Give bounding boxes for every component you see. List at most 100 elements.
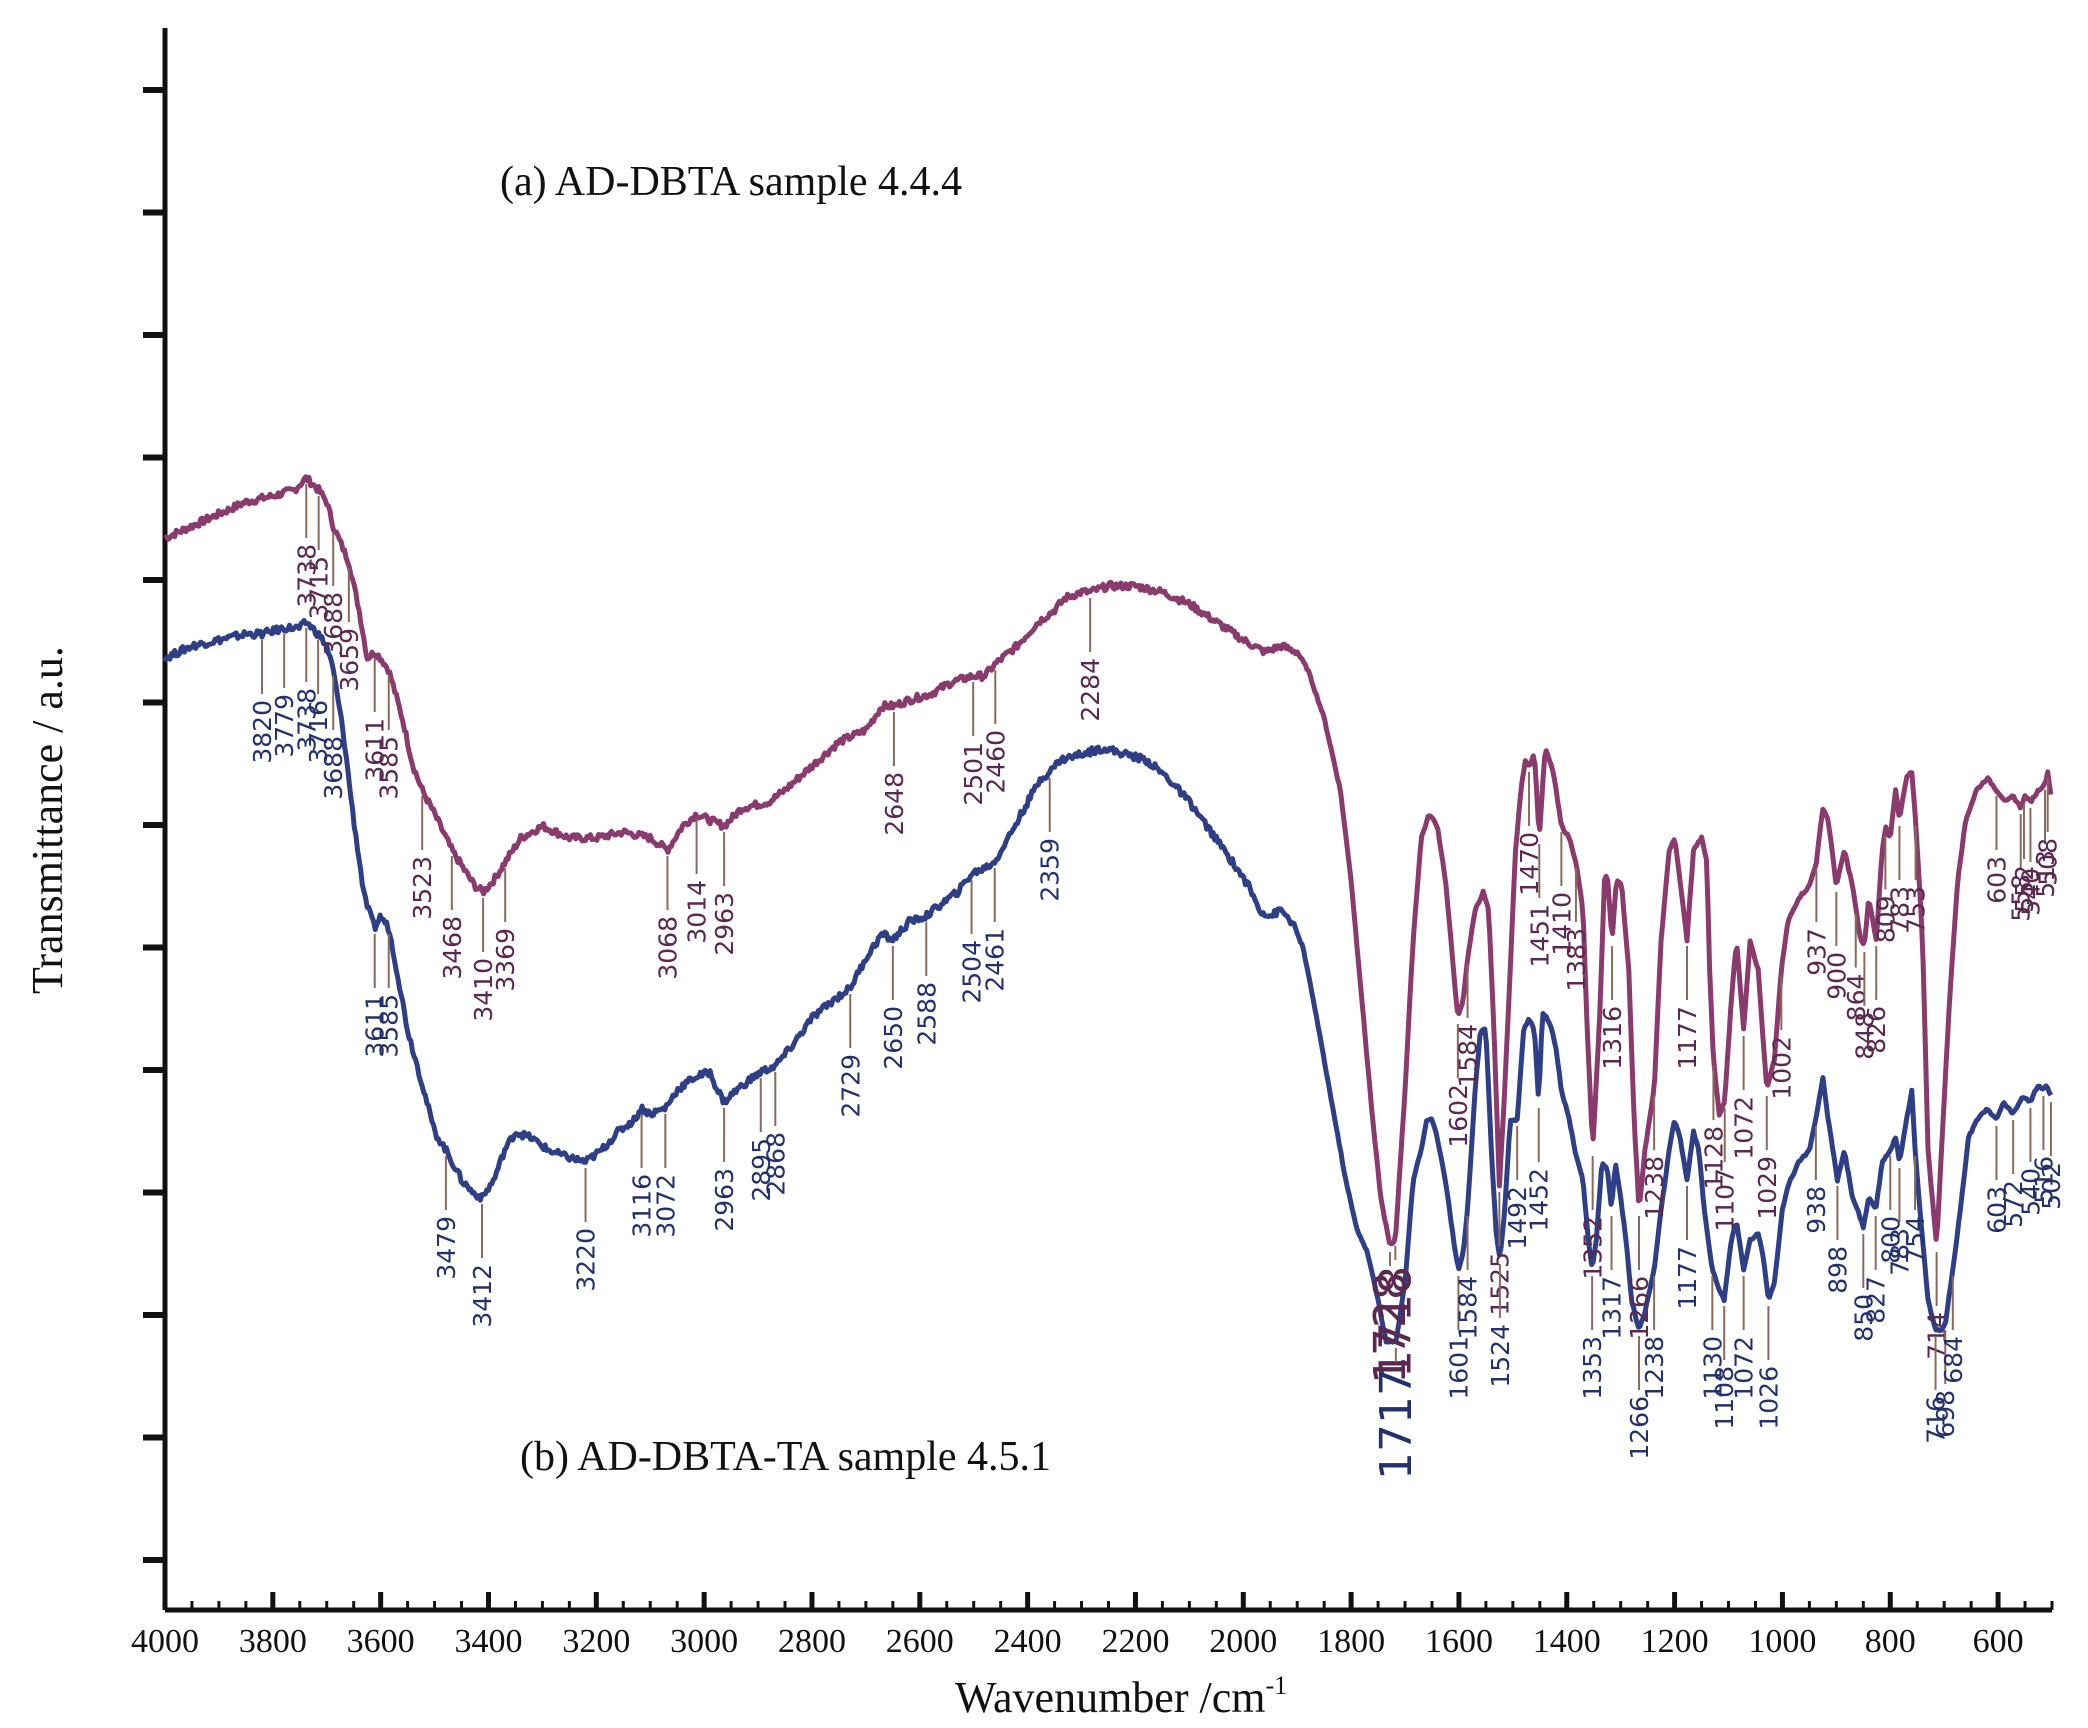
peak-label: 3820	[248, 700, 277, 764]
peak-label: 753	[1902, 886, 1931, 934]
peak-label: 1451	[1525, 904, 1554, 968]
peak-label: 2504	[958, 940, 987, 1004]
peak-label: 3659	[335, 628, 364, 692]
peak-label: 2588	[912, 982, 941, 1046]
x-tick-label: 2000	[1209, 1623, 1277, 1660]
peak-label: 714	[1923, 1312, 1952, 1360]
peak-label: 698	[1931, 1390, 1960, 1438]
peak-label: 2501	[959, 742, 988, 806]
x-axis-title: Wavenumber /cm-1	[955, 1671, 1287, 1722]
peak-label: 502	[2037, 1162, 2066, 1210]
peak-label: 1452	[1525, 1168, 1554, 1232]
peak-label: 1317	[1598, 1276, 1627, 1340]
peak-label: 3116	[628, 1174, 657, 1238]
peak-label: 809	[1871, 895, 1900, 943]
peak-label: 3738	[292, 544, 321, 608]
peak-label: 3479	[432, 1216, 461, 1280]
peak-label: 540	[2016, 1168, 2045, 1216]
peak-label: 2650	[879, 1006, 908, 1070]
peak-label: 1584	[1454, 1276, 1483, 1340]
x-tick-label: 600	[1973, 1623, 2024, 1660]
peak-label: 3688	[319, 736, 348, 800]
peak-label: 1352	[1579, 1216, 1608, 1280]
x-tick-label: 1200	[1641, 1623, 1709, 1660]
peak-label: 1029	[1753, 1156, 1782, 1220]
x-tick-label: 3200	[562, 1623, 630, 1660]
peak-label: 572	[1999, 1180, 2028, 1228]
peak-label: 1130	[1698, 1336, 1727, 1400]
axes: 4000 3800 3600 3400 3200 3000 2800 2600 2400 2200…	[131, 28, 2054, 1660]
peak-label: 2359	[1036, 838, 1065, 902]
peak-label: 783	[1885, 1228, 1914, 1276]
x-tick-label: 2600	[886, 1623, 954, 1660]
peak-label: 826	[1862, 1006, 1891, 1054]
peak-label: 1177	[1673, 1246, 1702, 1310]
peak-label: 800	[1876, 1216, 1905, 1264]
series-line-b	[162, 618, 2054, 1345]
peak-label: 716	[1922, 1396, 1951, 1444]
peak-label: 3611	[361, 994, 390, 1058]
peak-label: 2648	[880, 772, 909, 836]
peak-label: 1602	[1444, 1084, 1473, 1148]
x-tick-label: 4000	[131, 1623, 199, 1660]
peak-label: 3611	[361, 718, 390, 782]
peak-label: 938	[1802, 1186, 1831, 1234]
x-tick-label: 1400	[1533, 1623, 1601, 1660]
peak-label: 1128	[1699, 1126, 1728, 1190]
peak-label: 603	[1982, 856, 2011, 904]
peak-label: 508	[2034, 838, 2063, 886]
peak-label: 1410	[1547, 892, 1576, 956]
peak-label: 1108	[1710, 1366, 1739, 1430]
peak-label: 1002	[1767, 1036, 1796, 1100]
peak-label: 3068	[653, 916, 682, 980]
peak-label: 2868	[761, 1132, 790, 1196]
peak-label: 2460	[981, 730, 1010, 794]
peak-label: 540	[2016, 868, 2045, 916]
peak-label: 1072	[1730, 1096, 1759, 1160]
peak-label: 552	[2010, 865, 2039, 913]
x-tick-label: 3000	[670, 1623, 738, 1660]
peak-label: 3688	[319, 592, 348, 656]
peak-label: 3779	[270, 694, 299, 758]
peak-label: 3523	[408, 856, 437, 920]
peak-label: 3014	[683, 880, 712, 944]
peak-label: 850	[1849, 1294, 1878, 1342]
x-axis-title-text: Wavenumber /cm	[955, 1673, 1265, 1722]
x-tick-label: 800	[1865, 1623, 1916, 1660]
peak-label: 558	[2007, 874, 2036, 922]
peak-label: 848	[1850, 1012, 1879, 1060]
peak-label: 1584	[1454, 1024, 1483, 1088]
x-tick-label: 2800	[778, 1623, 846, 1660]
peak-label: 783	[1885, 886, 1914, 934]
peak-label: 1717	[1371, 1368, 1422, 1480]
peak-label: 3738	[292, 688, 321, 752]
x-tick-label: 3600	[347, 1623, 415, 1660]
peak-label: 516	[2029, 1156, 2058, 1204]
peak-label: 1266	[1625, 1276, 1654, 1340]
peak-label: 2729	[836, 1054, 865, 1118]
peak-label: 513	[2031, 850, 2060, 898]
peak-label: 3715	[305, 556, 334, 620]
peak-label: 2284	[1076, 658, 1105, 722]
peak-label: 898	[1823, 1246, 1852, 1294]
peak-label: 1238	[1640, 1336, 1669, 1400]
x-tick-label: 1800	[1317, 1623, 1385, 1660]
x-axis-title-superscript: -1	[1265, 1671, 1287, 1700]
peak-label: 3468	[438, 916, 467, 980]
peak-label: 1072	[1730, 1336, 1759, 1400]
series-line-a	[163, 474, 2054, 1247]
peak-label: 3220	[572, 1228, 601, 1292]
peak-label: 684	[1939, 1336, 1968, 1384]
peak-label: 3585	[375, 736, 404, 800]
peak-label: 1353	[1578, 1336, 1607, 1400]
peak-label: 3585	[375, 994, 404, 1058]
peak-label: 2963	[710, 892, 739, 956]
peak-label: 937	[1802, 928, 1831, 976]
peak-label: 2895	[747, 1138, 776, 1202]
peak-label: 3072	[651, 1174, 680, 1238]
peak-label: 1107	[1711, 1168, 1740, 1232]
peak-label: 3716	[304, 700, 333, 764]
x-tick-label: 1600	[1425, 1623, 1493, 1660]
peak-label: 3412	[468, 1264, 497, 1328]
